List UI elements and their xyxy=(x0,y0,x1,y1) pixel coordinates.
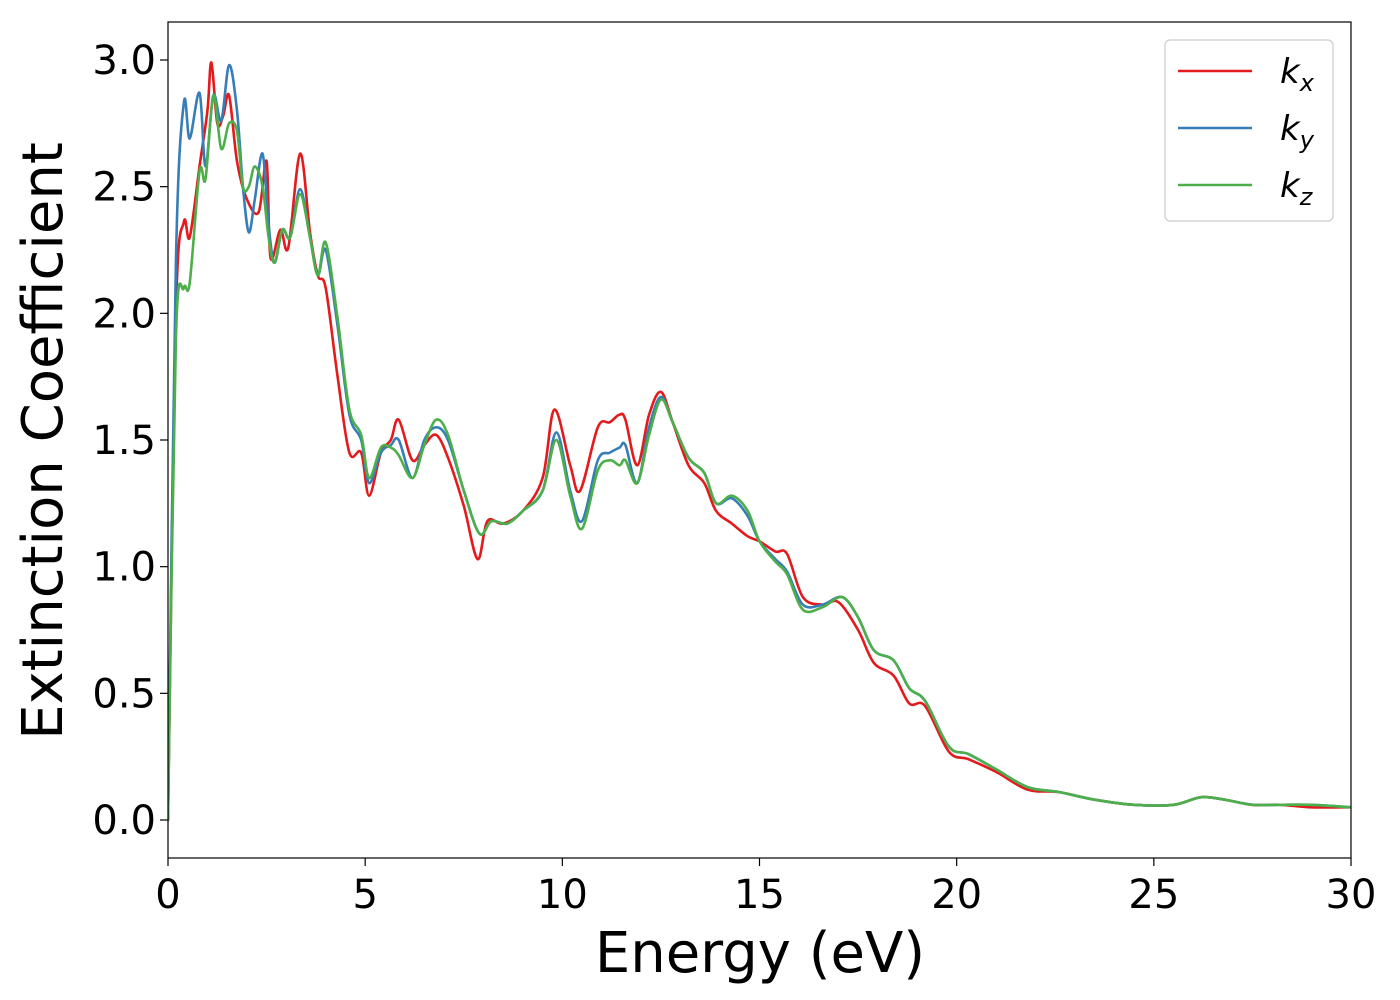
legend-label-subscript: z xyxy=(1299,183,1314,211)
y-axis-label: Extinction Coefficient xyxy=(11,142,76,740)
x-axis-label: Energy (eV) xyxy=(595,921,925,986)
y-tick-label: 1.0 xyxy=(92,545,156,591)
legend-label-subscript: y xyxy=(1299,126,1315,154)
x-tick-label: 0 xyxy=(155,872,180,918)
y-tick-label: 3.0 xyxy=(92,38,156,84)
x-tick-label: 15 xyxy=(734,872,785,918)
x-tick-label: 5 xyxy=(352,872,377,918)
x-tick-label: 10 xyxy=(537,872,588,918)
legend-label-main: k xyxy=(1280,109,1301,149)
x-tick-label: 30 xyxy=(1326,872,1377,918)
plot-area xyxy=(168,22,1351,858)
series-layer xyxy=(168,61,1351,822)
plot-background xyxy=(168,22,1351,858)
x-tick-label: 25 xyxy=(1128,872,1179,918)
ticks-layer: 0 5 10 15 20 25 30 0.0 0.5 1.0 1.5 2.0 2.5 3.0 xyxy=(92,38,1376,918)
y-tick-label: 0.0 xyxy=(92,798,156,844)
legend-label-main: k xyxy=(1280,166,1301,206)
x-tick-label: 20 xyxy=(931,872,982,918)
legend-label-subscript: x xyxy=(1299,69,1315,97)
legend-box xyxy=(1164,39,1334,222)
y-tick-label: 0.5 xyxy=(92,671,156,717)
y-tick-label: 1.5 xyxy=(92,418,156,464)
series-line-k-z xyxy=(168,94,1351,822)
y-tick-label: 2.0 xyxy=(92,291,156,337)
y-tick-label: 2.5 xyxy=(92,165,156,211)
legend-label-main: k xyxy=(1280,52,1301,92)
legend-label-z: kz xyxy=(1280,166,1314,211)
legend-label-x: kx xyxy=(1280,52,1315,97)
legend-label-y: ky xyxy=(1280,109,1315,154)
